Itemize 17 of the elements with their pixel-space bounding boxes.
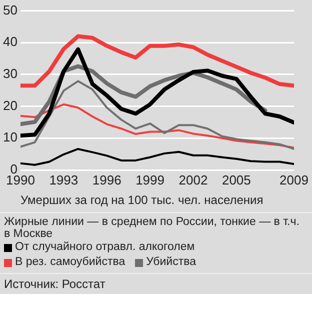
x-tick-label: 1999 — [136, 172, 164, 188]
legend-label: От случайного отравл. алкоголем — [15, 240, 195, 255]
x-tick-label: 2002 — [178, 172, 208, 188]
legend-label: Убийства — [146, 255, 196, 270]
legend-label: В рез. самоубийства — [15, 255, 126, 270]
x-tick-label: 2005 — [222, 172, 251, 188]
y-tick-label: 50 — [2, 2, 18, 18]
y-tick-label: 10 — [2, 130, 18, 145]
x-axis-title: Умерших за год на 100 тыс. чел. населения — [20, 193, 264, 208]
y-tick-label: 30 — [2, 66, 18, 82]
y-tick-label: 40 — [2, 34, 18, 50]
text: Источник: Росстат — [0, 273, 312, 294]
text: Жирные линии — в среднем по России, тонкие — в т.ч. в Москве — [4, 216, 300, 240]
x-tick-label: 1996 — [92, 172, 122, 188]
x-tick-label: 2009 — [280, 172, 308, 188]
x-tick-label: 1993 — [49, 172, 78, 188]
y-tick-label: 20 — [2, 98, 18, 113]
